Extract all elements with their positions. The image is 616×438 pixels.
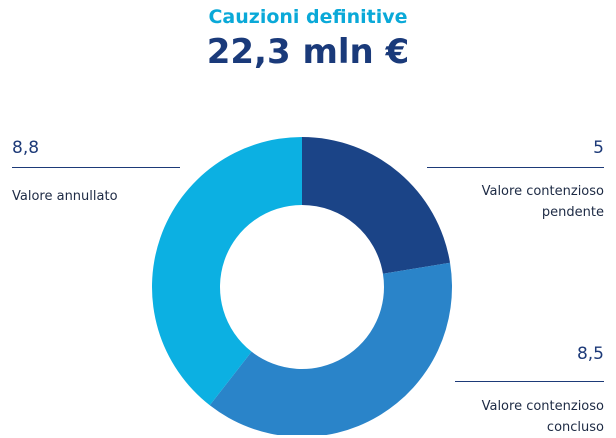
leader-line bbox=[427, 167, 604, 168]
leader-line bbox=[455, 381, 604, 382]
chart-title: Cauzioni definitive bbox=[208, 6, 408, 28]
value-label: 8,8 bbox=[12, 138, 40, 158]
category-label: Valore annullato bbox=[12, 189, 118, 204]
leader-line bbox=[12, 167, 180, 168]
category-label: Valore contenzioso concluso bbox=[481, 399, 604, 435]
value-label: 5 bbox=[593, 138, 604, 158]
category-label: Valore contenzioso pendente bbox=[481, 184, 604, 220]
donut-slice bbox=[209, 262, 452, 435]
donut-slice bbox=[152, 137, 302, 406]
chart-subtitle: 22,3 mln € bbox=[206, 32, 410, 72]
donut-slice bbox=[302, 137, 451, 274]
value-label: 8,5 bbox=[576, 344, 604, 364]
